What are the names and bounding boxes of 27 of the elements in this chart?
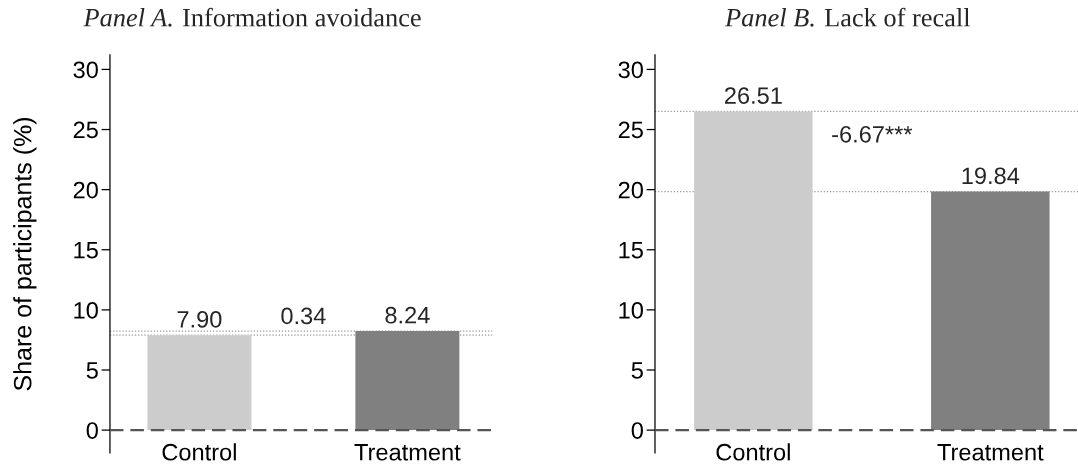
y-tick-label: 20 xyxy=(618,181,643,199)
x-tick-label: Treatment xyxy=(937,444,1044,461)
y-tick-label: 0 xyxy=(631,422,643,439)
y-tick-label: 30 xyxy=(73,61,98,79)
y-tick-label: 25 xyxy=(73,121,98,139)
data-label: 26.51 xyxy=(724,87,782,104)
y-tick-label: 10 xyxy=(619,301,643,319)
y-tick-label: 0 xyxy=(86,422,98,439)
y-tick-label: 5 xyxy=(86,362,98,379)
annotation: 0.34 xyxy=(281,307,326,325)
y-tick-label: 5 xyxy=(631,362,643,379)
y-tick-label: 15 xyxy=(619,242,643,259)
x-tick-label: Control xyxy=(162,443,236,461)
y-tick-label: 15 xyxy=(74,242,98,259)
annotation: -6.67*** xyxy=(832,125,913,143)
y-tick-label: 25 xyxy=(618,121,643,139)
y-tick-label: 30 xyxy=(618,61,643,79)
x-tick-label: Control xyxy=(716,443,790,461)
chart-title: Panel A. Information avoidance xyxy=(83,7,421,27)
x-tick-label: Treatment xyxy=(354,444,461,461)
data-label: 7.90 xyxy=(177,310,222,328)
y-axis-title: Share of participants (%) xyxy=(13,117,37,391)
data-label: 8.24 xyxy=(385,306,430,324)
data-label: 19.84 xyxy=(962,167,1020,185)
y-tick-label: 10 xyxy=(74,301,98,319)
y-tick-label: 20 xyxy=(73,181,98,199)
chart-title: Panel B. Lack of recall xyxy=(724,7,971,27)
